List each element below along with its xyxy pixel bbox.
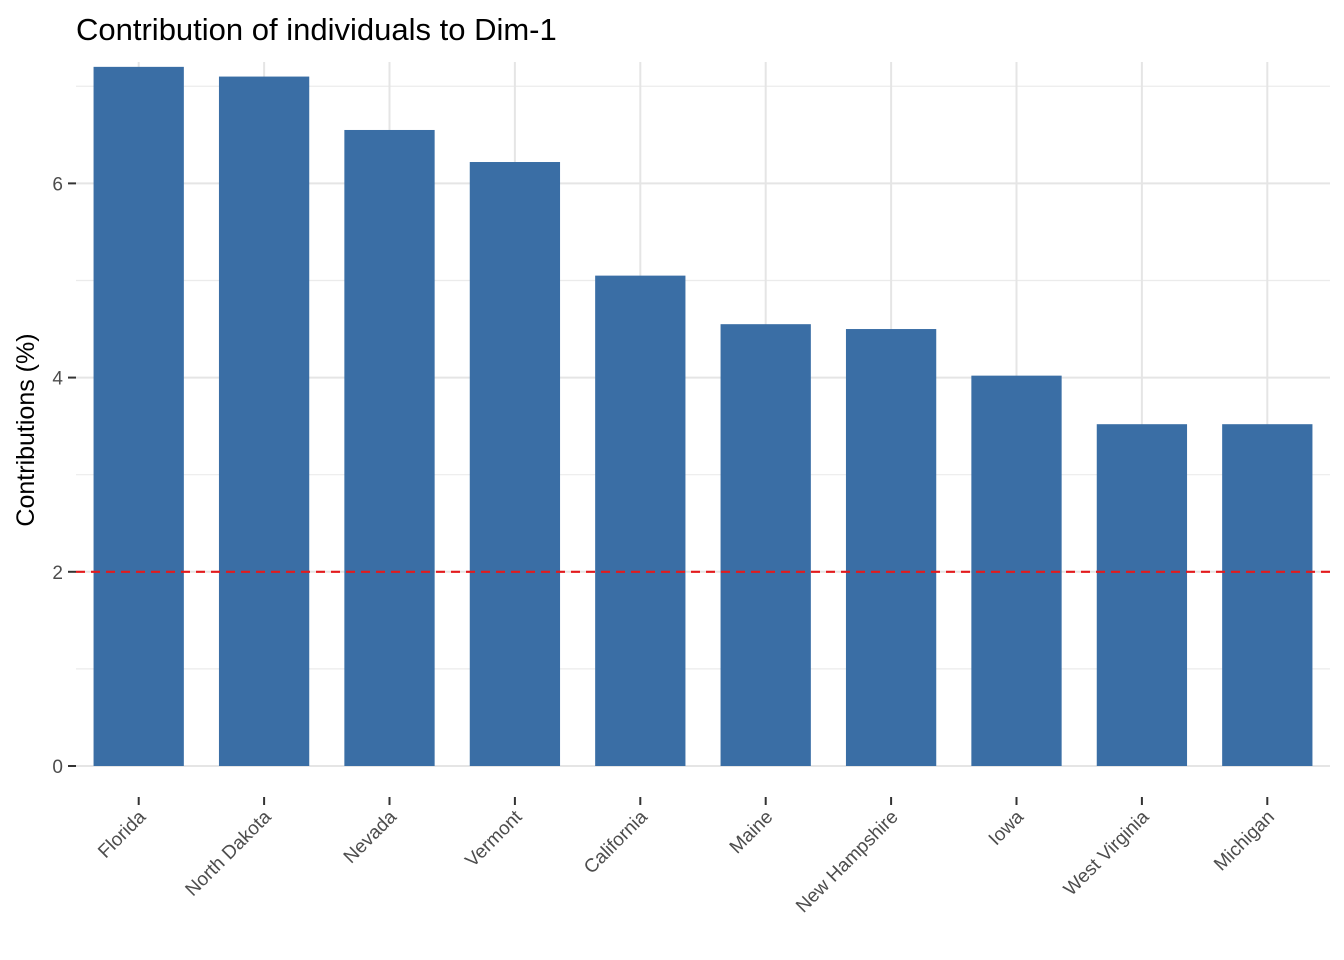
bar (93, 66, 184, 767)
bar (845, 329, 937, 766)
bar (344, 129, 435, 766)
y-axis-title: Contributions (%) (12, 333, 40, 526)
bar (595, 275, 686, 766)
x-tick-label: New Hampshire (792, 807, 902, 917)
y-tick-label: 4 (52, 369, 63, 390)
x-tick-label: Nevada (340, 806, 401, 867)
bar (971, 375, 1062, 766)
y-tick-label: 0 (52, 757, 63, 778)
x-tick-label: Vermont (462, 806, 527, 871)
chart-title: Contribution of individuals to Dim-1 (76, 12, 557, 47)
y-tick-label: 2 (52, 563, 63, 584)
x-tick-label: Iowa (985, 806, 1029, 850)
x-tick-label: California (580, 806, 652, 878)
bar (1096, 424, 1188, 766)
x-tick-label: North Dakota (182, 806, 276, 900)
bar (720, 324, 811, 766)
x-tick-label: Maine (726, 807, 777, 858)
y-tick-label: 6 (52, 174, 63, 195)
x-tick-label: Michigan (1210, 807, 1279, 876)
bar-layer (93, 66, 1313, 767)
x-tick-label: West Virginia (1060, 806, 1154, 900)
bar (469, 162, 561, 767)
x-tick-label: Florida (94, 806, 150, 862)
bar (1222, 424, 1313, 766)
bar (218, 76, 310, 767)
